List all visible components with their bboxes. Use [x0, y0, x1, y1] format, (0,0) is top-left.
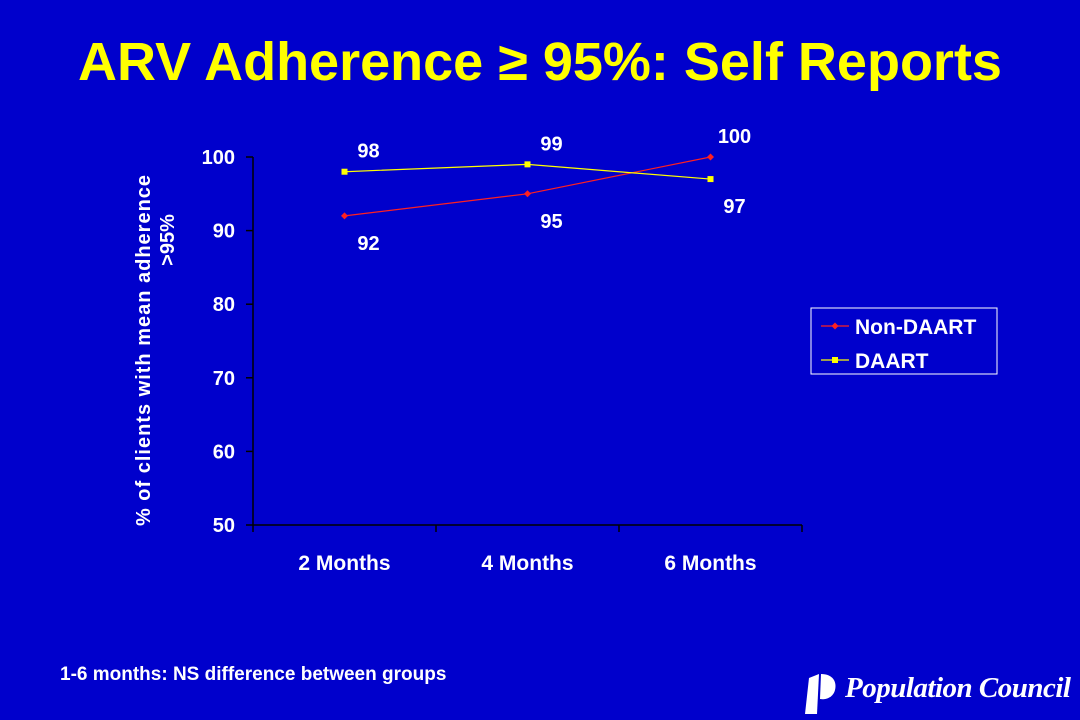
slide-title: ARV Adherence ≥ 95%: Self Reports: [78, 32, 1002, 92]
data-point-daart: [524, 161, 531, 168]
legend-box: [810, 307, 998, 375]
logo-text: Population Council: [845, 672, 1071, 704]
y-tick-label: 100: [202, 147, 235, 169]
data-point-non-daart: [707, 153, 714, 161]
data-point-non-daart: [524, 190, 531, 198]
data-label: 92: [357, 233, 379, 255]
y-tick-label: 50: [213, 515, 235, 537]
data-label: 97: [723, 196, 745, 218]
legend-label: DAART: [855, 350, 929, 373]
y-tick-label: 90: [213, 221, 235, 243]
data-point-non-daart: [341, 212, 348, 220]
y-axis-title: % of clients with mean adherence: [133, 174, 155, 526]
y-tick-label: 70: [213, 368, 235, 390]
population-council-logo-icon: [805, 674, 836, 714]
legend-label: Non-DAART: [855, 316, 976, 339]
footnote: 1-6 months: NS difference between groups: [60, 664, 447, 685]
x-tick-label: 2 Months: [298, 552, 390, 575]
legend-marker-non-daart: [831, 322, 839, 330]
data-label: 99: [540, 133, 562, 155]
x-tick-label: 4 Months: [481, 552, 573, 575]
data-label: 100: [718, 126, 751, 148]
y-axis-title-line2: >95%: [157, 214, 179, 266]
x-tick-label: 6 Months: [664, 552, 756, 575]
population-council-logo: Population Council: [795, 668, 1071, 716]
y-tick-label: 60: [213, 441, 235, 463]
data-label: 95: [540, 211, 562, 233]
y-tick-label: 80: [213, 294, 235, 316]
data-point-daart: [707, 176, 714, 183]
legend-marker-daart: [832, 357, 838, 363]
data-label: 98: [357, 141, 379, 163]
line-chart: 50 60 70 80 90 100 2 Months 4 Months 6 Months % o…: [133, 126, 998, 575]
data-point-daart: [341, 168, 348, 175]
